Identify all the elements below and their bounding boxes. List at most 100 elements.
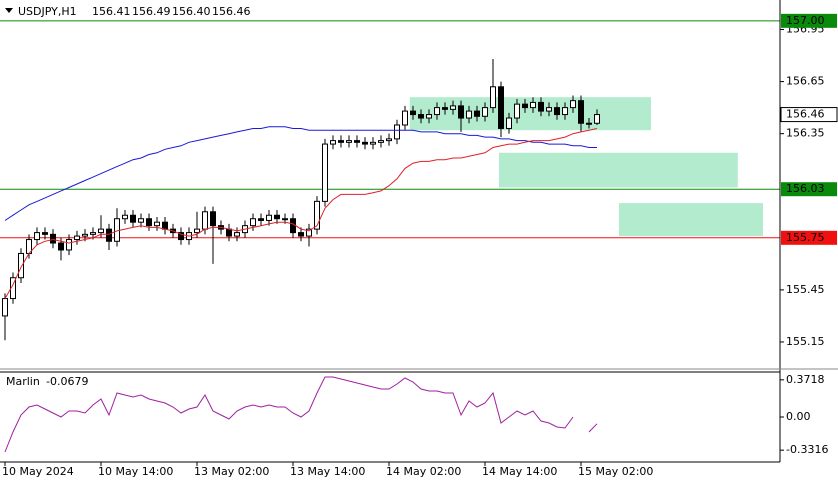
candle-body [394, 124, 400, 140]
zone [499, 152, 738, 188]
indicator-value: -0.0679 [46, 375, 88, 388]
line-series [4, 128, 598, 299]
candle-body [410, 110, 416, 116]
candle-body [514, 103, 520, 119]
y-tick-label: 0.00 [786, 410, 811, 423]
x-tick-label: 10 May 14:00 [98, 465, 173, 478]
level-label-bg [781, 182, 837, 197]
candle-body [306, 228, 312, 237]
candle-body [586, 122, 592, 125]
candle-body [42, 232, 48, 235]
candle-body [2, 298, 8, 317]
y-tick-label: 155.45 [786, 283, 825, 296]
candle-body [282, 218, 288, 221]
candle-body [434, 107, 440, 116]
candle-body [82, 233, 88, 237]
candle-body [482, 107, 488, 117]
candle-body [138, 218, 144, 223]
candle-body [594, 114, 600, 124]
candle-body [290, 218, 296, 234]
y-tick-label: 155.15 [786, 335, 825, 348]
candle-body [506, 117, 512, 129]
level-label: 156.03 [786, 182, 825, 195]
candle-body [66, 239, 72, 251]
candle-body [530, 101, 536, 109]
candle-body [210, 211, 216, 227]
candle-body [490, 86, 496, 109]
candle-body [146, 218, 152, 227]
candle-body [122, 214, 128, 220]
ohlc-open: 156.41 [92, 5, 131, 18]
indicator-name: Marlin [6, 375, 40, 388]
x-tick-label: 13 May 02:00 [194, 465, 269, 478]
last-price-bg [780, 107, 838, 123]
level-label-bg [781, 13, 837, 28]
ohlc-high: 156.49 [132, 5, 171, 18]
candle-body [346, 140, 352, 143]
candle-body [234, 232, 240, 237]
x-tick-label: 13 May 14:00 [290, 465, 365, 478]
candle-body [98, 228, 104, 234]
candle-body [154, 221, 160, 227]
candle-body [266, 214, 272, 221]
candle-body [58, 242, 64, 251]
candle-body [370, 141, 376, 145]
candle-body [50, 233, 56, 244]
x-tick-label: 14 May 14:00 [482, 465, 557, 478]
y-tick-label: 156.35 [786, 127, 825, 140]
candle-body [538, 101, 544, 112]
symbol: USDJPY,H1 [18, 5, 77, 18]
candle-body [442, 107, 448, 110]
candle-body [562, 107, 568, 116]
candle-body [202, 211, 208, 230]
candle-body [554, 107, 560, 116]
candle-body [178, 232, 184, 241]
last-price-label: 156.46 [786, 108, 825, 121]
candle-body [274, 214, 280, 220]
level-label-bg [781, 230, 837, 245]
candle-body [354, 140, 360, 143]
candle-body [362, 141, 368, 145]
candle-body [322, 143, 328, 202]
candle-body [458, 105, 464, 119]
candle-body [90, 232, 96, 235]
y-tick-label: 156.65 [786, 75, 825, 88]
candle-body [578, 100, 584, 124]
candle-body [522, 103, 528, 109]
candle-body [314, 200, 320, 230]
candle-body [34, 232, 40, 241]
candle-body [330, 140, 336, 145]
menu-arrow[interactable] [5, 8, 13, 13]
candle-body [298, 232, 304, 237]
zone [619, 203, 763, 237]
candle-body [466, 110, 472, 119]
candle-body [378, 140, 384, 143]
ohlc-close: 156.46 [212, 5, 251, 18]
candle-body [418, 114, 424, 119]
candle-body [74, 235, 80, 241]
candle-body [194, 228, 200, 234]
candle-body [258, 218, 264, 221]
level-label: 155.75 [786, 231, 825, 244]
y-tick-label: -0.3316 [786, 443, 828, 456]
candle-body [106, 228, 112, 242]
candle-body [570, 100, 576, 109]
x-tick-label: 15 May 02:00 [578, 465, 653, 478]
candle-body [338, 140, 344, 143]
candle-body [250, 218, 256, 227]
y-tick-label: 0.3718 [786, 373, 825, 386]
level-label: 157.00 [786, 14, 825, 27]
x-tick-label: 14 May 02:00 [386, 465, 461, 478]
candle-body [498, 86, 504, 129]
line-series [4, 376, 574, 453]
ohlc-low: 156.40 [172, 5, 211, 18]
candle-body [18, 252, 24, 279]
candle-body [226, 228, 232, 237]
candle-body [130, 214, 136, 223]
candle-body [426, 114, 432, 119]
candle-body [162, 221, 168, 230]
candle-body [474, 110, 480, 117]
line-series [4, 126, 597, 221]
candle-body [546, 107, 552, 112]
